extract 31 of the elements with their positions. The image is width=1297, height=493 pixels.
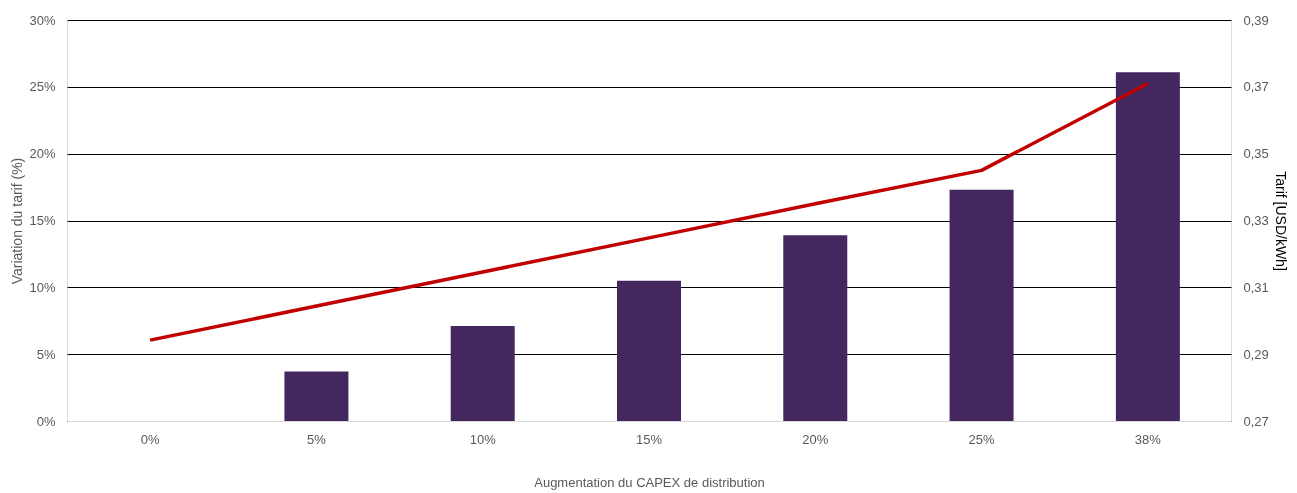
line-series [148,81,1150,342]
x-tick-label: 25% [968,431,996,447]
y-tick-label: 25% [29,79,56,95]
bar [617,280,681,421]
bar [783,235,848,421]
x-tick-label: 0% [140,431,160,447]
y-tick-label: 5% [36,346,56,362]
x-axis-title: Augmentation du CAPEX de distribution [534,474,765,490]
x-tick-label: 38% [1134,431,1162,447]
bar [949,189,1014,421]
y2-tick-label: 0,37 [1243,79,1269,95]
x-tick-label: 15% [635,431,663,447]
y-tick-label: 20% [29,146,56,162]
x-tick-label: 5% [307,431,327,447]
y-tick-label: 15% [29,213,56,228]
y-tick-label: 30% [29,12,56,28]
y2-tick-label: 0,29 [1243,346,1269,362]
y2-tick-label: 0,39 [1243,12,1269,28]
bar [450,326,515,421]
y-tick-label: 0% [36,413,56,429]
x-tick-label: 10% [469,431,497,447]
y2-tick-label: 0,27 [1243,413,1269,429]
y2-tick-label: 0,31 [1243,279,1269,295]
bar [1115,72,1180,421]
bar [284,371,349,421]
y-tick-label: 10% [29,279,56,295]
y-axis-title: Variation du tarif (%) [9,157,26,285]
y2-tick-label: 0,35 [1243,146,1269,162]
y2-tick-label: 0,33 [1243,213,1269,228]
y2-axis-title: Tarif [USD/kWh] [1272,171,1289,271]
x-tick-label: 20% [802,431,829,447]
